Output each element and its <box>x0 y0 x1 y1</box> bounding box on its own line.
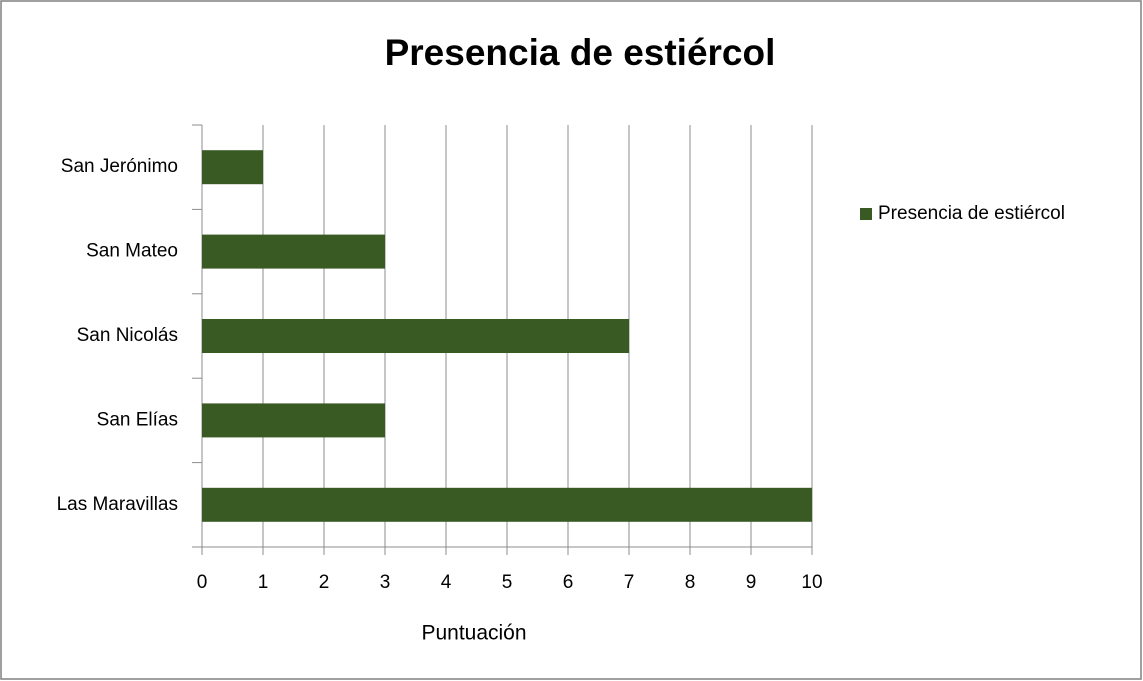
x-tick-label: 1 <box>258 572 269 593</box>
y-tick-label: San Mateo <box>86 241 178 262</box>
y-tick-label: San Jerónimo <box>61 156 178 177</box>
bar <box>202 487 812 522</box>
x-tick-label: 4 <box>441 572 452 593</box>
x-tick-label: 9 <box>746 572 757 593</box>
x-tick-label: 7 <box>624 572 635 593</box>
x-tick-label: 8 <box>685 572 696 593</box>
x-axis-title: Puntuación <box>421 622 526 645</box>
x-tick-label: 2 <box>319 572 330 593</box>
x-tick-label: 0 <box>197 572 208 593</box>
x-tick-label: 6 <box>563 572 574 593</box>
legend-swatch <box>860 208 872 220</box>
chart-title: Presencia de estiércol <box>385 32 776 73</box>
bar <box>202 234 385 269</box>
bar <box>202 150 263 185</box>
y-tick-label: San Elías <box>97 409 178 430</box>
y-tick-label: Las Maravillas <box>57 494 178 515</box>
x-tick-label: 3 <box>380 572 391 593</box>
x-tick-label: 5 <box>502 572 513 593</box>
x-tick-label: 10 <box>801 572 822 593</box>
bar <box>202 319 629 353</box>
bar <box>202 403 385 438</box>
legend-label: Presencia de estiércol <box>878 203 1065 224</box>
y-tick-label: San Nicolás <box>77 325 178 346</box>
